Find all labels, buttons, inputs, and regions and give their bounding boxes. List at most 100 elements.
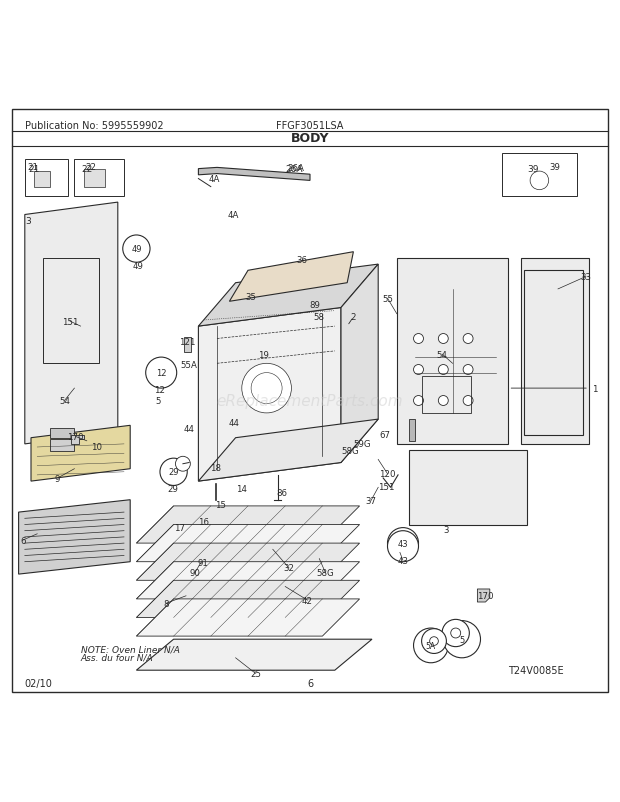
Bar — [184, 337, 191, 353]
Circle shape — [242, 364, 291, 413]
Polygon shape — [136, 562, 360, 599]
Text: 59G: 59G — [354, 439, 371, 449]
Polygon shape — [397, 258, 508, 444]
Polygon shape — [136, 506, 360, 544]
Text: 18: 18 — [210, 464, 221, 472]
Text: 19: 19 — [258, 350, 269, 359]
Text: 86: 86 — [276, 488, 287, 497]
Bar — [84, 170, 105, 188]
Circle shape — [251, 373, 282, 404]
Text: 67: 67 — [379, 431, 390, 439]
Circle shape — [414, 628, 448, 663]
Polygon shape — [136, 544, 360, 581]
Bar — [422, 376, 471, 413]
Circle shape — [430, 637, 438, 646]
Text: 1: 1 — [593, 384, 598, 393]
Polygon shape — [198, 168, 310, 181]
Text: 58G: 58G — [317, 569, 334, 577]
Text: 25: 25 — [250, 669, 261, 678]
Text: 32: 32 — [283, 564, 294, 573]
Circle shape — [463, 334, 473, 344]
Circle shape — [438, 334, 448, 344]
Text: 9: 9 — [55, 474, 60, 483]
Polygon shape — [136, 525, 360, 562]
Text: 22: 22 — [86, 163, 97, 172]
Bar — [50, 439, 74, 452]
Polygon shape — [25, 203, 118, 444]
Polygon shape — [477, 589, 490, 602]
Text: 49: 49 — [131, 245, 141, 253]
Text: NOTE: Oven Liner N/A: NOTE: Oven Liner N/A — [81, 645, 179, 654]
Circle shape — [175, 456, 190, 472]
Text: 44: 44 — [184, 424, 195, 433]
Text: 10: 10 — [91, 443, 102, 452]
Circle shape — [438, 396, 448, 406]
Text: 43: 43 — [397, 557, 409, 565]
Text: 55: 55 — [382, 294, 393, 303]
Polygon shape — [198, 419, 378, 481]
Polygon shape — [71, 435, 84, 444]
Polygon shape — [136, 639, 372, 670]
Text: 17: 17 — [174, 524, 185, 533]
Text: 26A: 26A — [286, 164, 303, 173]
Circle shape — [451, 628, 461, 638]
Circle shape — [414, 365, 423, 375]
Text: 151: 151 — [378, 482, 394, 491]
Text: 22: 22 — [81, 164, 92, 173]
Text: T24V0085E: T24V0085E — [508, 666, 564, 675]
Circle shape — [463, 365, 473, 375]
Text: 36: 36 — [296, 255, 308, 265]
Text: 120: 120 — [379, 470, 396, 479]
Text: 02/10: 02/10 — [25, 678, 53, 688]
Polygon shape — [341, 265, 378, 463]
Text: 44: 44 — [229, 418, 240, 427]
Text: FFGF3051LSA: FFGF3051LSA — [277, 120, 343, 131]
Text: 49: 49 — [132, 261, 143, 270]
Text: 12: 12 — [154, 385, 166, 395]
Circle shape — [463, 396, 473, 406]
Text: BODY: BODY — [291, 132, 329, 144]
Text: 14: 14 — [236, 484, 247, 493]
Text: 91: 91 — [198, 559, 209, 568]
Text: 35: 35 — [246, 293, 257, 302]
Polygon shape — [19, 500, 130, 574]
Text: 15: 15 — [215, 500, 226, 509]
Text: 37: 37 — [365, 496, 376, 506]
Text: 5: 5 — [459, 635, 464, 644]
Circle shape — [160, 459, 187, 486]
Circle shape — [530, 172, 549, 190]
Text: 12: 12 — [156, 369, 166, 378]
Text: 6: 6 — [20, 536, 25, 545]
Text: 39: 39 — [528, 164, 539, 173]
Text: 21: 21 — [29, 164, 40, 173]
Text: 54: 54 — [59, 396, 70, 406]
Polygon shape — [31, 426, 130, 481]
Text: Ass. du four N/A: Ass. du four N/A — [81, 653, 153, 662]
Text: 58G: 58G — [342, 446, 359, 455]
Text: 6: 6 — [307, 678, 313, 688]
Polygon shape — [409, 451, 527, 525]
Text: 55A: 55A — [180, 361, 198, 370]
Text: 29: 29 — [167, 484, 178, 493]
Text: 90: 90 — [189, 569, 200, 577]
Text: 4A: 4A — [208, 175, 219, 184]
Text: 121: 121 — [179, 338, 195, 346]
Text: 5A: 5A — [426, 641, 436, 650]
Text: 3: 3 — [444, 525, 449, 534]
Circle shape — [422, 629, 446, 654]
Text: 170: 170 — [477, 592, 494, 601]
Polygon shape — [198, 308, 341, 481]
Circle shape — [146, 358, 177, 389]
Circle shape — [443, 621, 480, 658]
Polygon shape — [521, 258, 589, 444]
Circle shape — [123, 236, 150, 263]
Polygon shape — [198, 265, 378, 326]
Polygon shape — [136, 581, 360, 618]
Text: 16: 16 — [198, 517, 209, 526]
Circle shape — [388, 531, 418, 562]
Text: eReplacementParts.com: eReplacementParts.com — [216, 394, 404, 408]
Text: 54: 54 — [436, 350, 448, 359]
Bar — [502, 153, 577, 196]
Circle shape — [414, 396, 423, 406]
Text: 29: 29 — [169, 468, 179, 476]
